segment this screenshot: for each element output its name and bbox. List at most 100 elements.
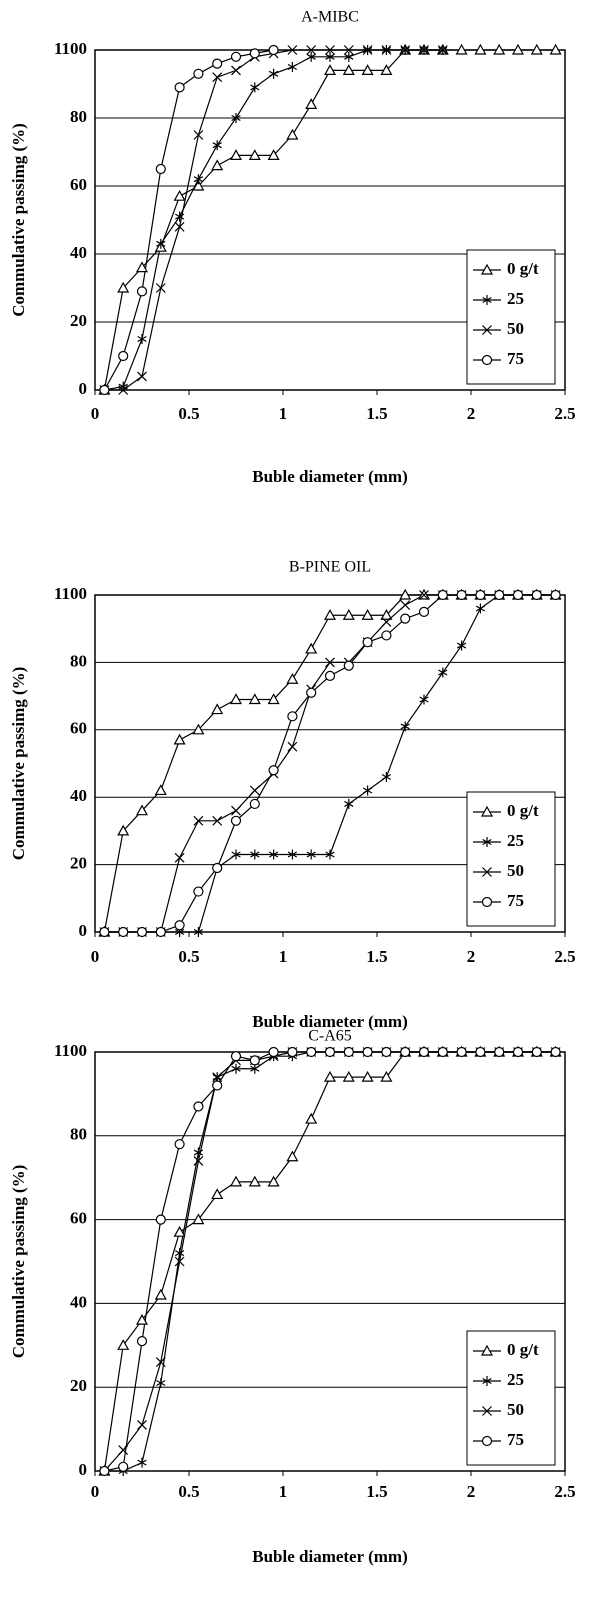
marker-shape (137, 1419, 147, 1430)
data-point (193, 130, 204, 140)
data-point (193, 927, 204, 937)
marker-shape (268, 1046, 279, 1058)
data-point (229, 1175, 243, 1187)
marker-shape (268, 851, 279, 858)
data-point (325, 849, 335, 860)
marker-shape (230, 815, 242, 826)
marker-shape (212, 72, 223, 83)
legend-label: 25 (507, 289, 524, 308)
marker-shape (174, 213, 185, 220)
legend-box (466, 1330, 556, 1466)
data-point (229, 693, 243, 705)
data-point (512, 589, 524, 601)
marker-shape (174, 852, 185, 863)
x-tick-label: 0 (91, 947, 100, 966)
data-point (342, 1070, 355, 1082)
marker-shape (306, 53, 316, 60)
data-point (250, 82, 260, 93)
data-point (231, 849, 241, 860)
marker-shape (287, 1046, 298, 1058)
y-axis-label: Commulative passimg (%) (9, 1165, 28, 1359)
data-point (174, 82, 185, 93)
data-point (156, 238, 166, 249)
legend-marker (482, 1376, 492, 1386)
data-point (174, 1256, 185, 1267)
marker-shape (173, 1225, 186, 1237)
data-point (456, 589, 467, 601)
marker-shape (211, 159, 224, 171)
plot-frame (94, 594, 566, 933)
marker-shape (342, 64, 355, 75)
data-point (193, 1101, 204, 1112)
x-tick-label: 0 (91, 404, 100, 423)
marker-shape (192, 1213, 205, 1225)
legend-marker (482, 325, 492, 335)
data-point (343, 45, 354, 55)
marker-shape (343, 1046, 354, 1058)
data-point (193, 174, 204, 185)
marker-shape (324, 1046, 336, 1058)
data-point (286, 673, 299, 684)
data-point (193, 1147, 204, 1158)
data-point (344, 51, 354, 62)
marker-shape (342, 608, 355, 620)
marker-shape (193, 176, 204, 183)
data-point (381, 630, 392, 641)
data-point (342, 608, 355, 620)
data-point (173, 733, 186, 745)
data-point (474, 43, 487, 55)
series-line (103, 49, 274, 391)
marker-shape (419, 696, 429, 703)
marker-shape (174, 1250, 185, 1257)
y-tick-label: 80 (70, 651, 87, 670)
data-point (193, 1156, 204, 1166)
marker-shape (306, 851, 316, 858)
data-point (231, 65, 241, 76)
marker-shape (155, 283, 166, 293)
marker-shape (381, 1046, 392, 1058)
data-point (268, 849, 279, 860)
x-tick-label: 0.5 (178, 1482, 199, 1501)
data-point (267, 693, 280, 705)
marker-shape (437, 45, 448, 55)
marker-shape (305, 98, 318, 109)
data-point (193, 68, 204, 79)
data-point (154, 1288, 167, 1300)
data-point (361, 608, 374, 620)
data-point (193, 886, 204, 897)
marker-shape (418, 606, 430, 617)
data-point (155, 1357, 166, 1367)
x-tick-label: 1.5 (366, 404, 387, 423)
marker-shape (494, 589, 505, 601)
marker-shape (381, 45, 392, 55)
marker-shape (135, 804, 149, 816)
y-tick-label: 1100 (54, 39, 87, 58)
data-point (174, 1139, 185, 1150)
marker-shape (193, 68, 204, 79)
marker-shape (306, 45, 317, 55)
marker-shape (249, 1055, 260, 1066)
marker-shape (400, 1046, 411, 1058)
data-point (419, 45, 429, 55)
marker-shape (550, 1046, 561, 1058)
legend-marker (482, 1406, 492, 1416)
data-point (192, 1213, 205, 1225)
x-tick-label: 0.5 (178, 404, 199, 423)
marker-shape (380, 64, 393, 75)
series-line (104, 49, 443, 391)
marker-shape (155, 1357, 166, 1367)
marker-shape (137, 1459, 147, 1466)
y-tick-label: 80 (70, 1125, 87, 1144)
marker-shape (480, 1344, 494, 1356)
marker-shape (475, 1046, 486, 1058)
x-axis-label: Buble diameter (mm) (252, 1012, 408, 1031)
marker-shape (286, 128, 299, 140)
marker-shape (99, 926, 110, 938)
y-tick-label: 80 (70, 107, 87, 126)
data-point (136, 1336, 148, 1347)
data-point (456, 640, 467, 651)
marker-shape (494, 1046, 505, 1058)
marker-shape (323, 608, 337, 620)
data-point (287, 741, 298, 752)
marker-shape (136, 926, 148, 938)
